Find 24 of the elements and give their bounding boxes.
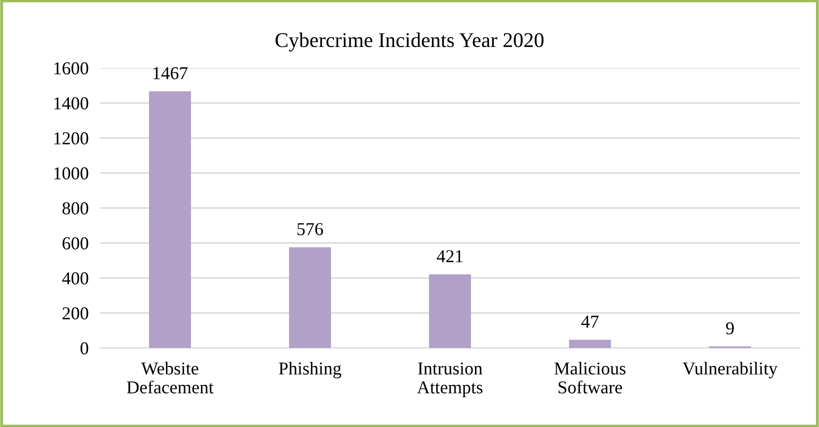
data-label: 1467 [154,67,188,80]
y-tick-label: 1600 [54,62,88,74]
bar [569,340,611,348]
data-label: 576 [298,223,324,236]
x-tick-label: Website Defacement [126,362,214,394]
x-tick-label: Vulnerability [682,362,778,378]
chart-title: Cybercrime Incidents Year 2020 [276,32,544,52]
bar [429,274,471,348]
bar [289,247,331,348]
x-tick-label: Intrusion Attempts [417,362,482,398]
x-tick-label: Phishing [278,362,342,378]
y-tick-label: 1200 [54,132,88,144]
x-tick-label: Malicious Software [554,362,626,394]
data-label: 9 [726,322,734,334]
y-tick-label: 1400 [54,97,88,110]
y-tick-label: 600 [62,237,88,250]
bar [149,91,191,348]
y-tick-label: 0 [80,342,88,354]
y-tick-label: 400 [62,272,88,284]
y-tick-label: 200 [62,307,88,320]
data-label: 47 [581,316,599,328]
data-label: 421 [436,250,462,262]
y-tick-label: 1000 [54,167,88,180]
y-tick-label: 800 [62,202,88,214]
